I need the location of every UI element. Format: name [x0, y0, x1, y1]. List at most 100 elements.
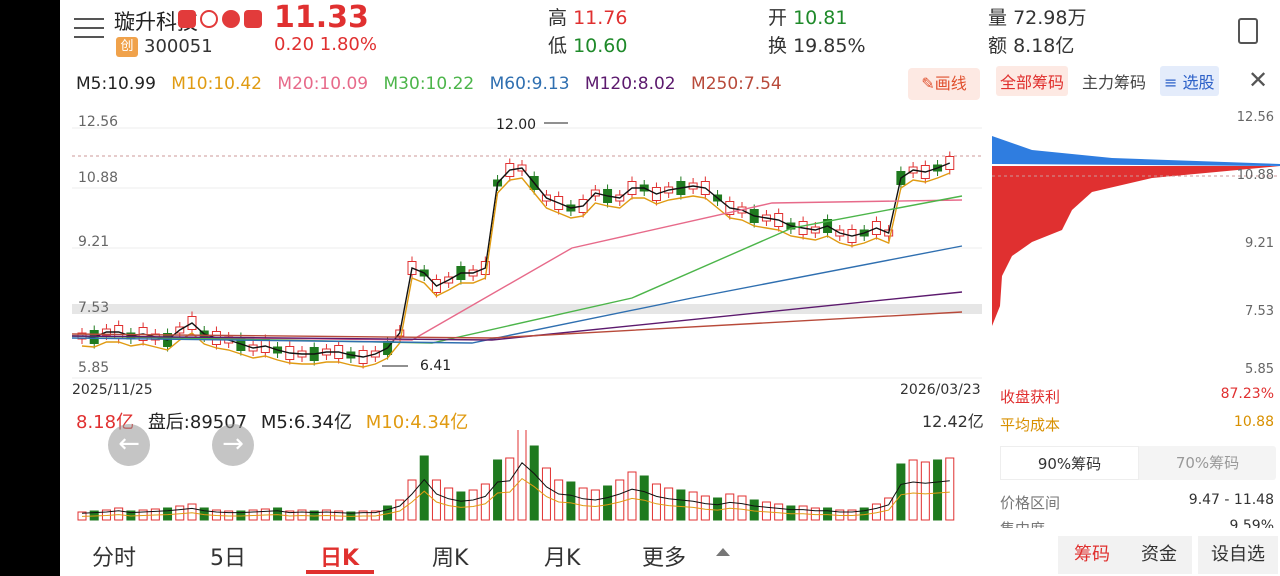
seg-90-button[interactable]: 90%筹码 [1000, 446, 1139, 480]
volume-bar [505, 457, 515, 521]
ma20-label: M20:10.09 [277, 74, 369, 94]
volume-bar [627, 471, 637, 521]
volume-bar [578, 487, 588, 521]
watchlist-button[interactable]: 设自选 [1198, 536, 1278, 574]
volume-bar [114, 507, 124, 521]
volume-bar [676, 489, 686, 521]
volume-bar [493, 459, 503, 521]
tab-intraday[interactable]: 分时 [92, 546, 137, 571]
draw-line-button[interactable]: ✎画线 [908, 68, 980, 100]
highlight-band [72, 304, 982, 314]
vol-m5: M5:6.34亿 [260, 412, 352, 433]
ma10-label: M10:10.42 [171, 74, 262, 94]
next-arrow-icon[interactable]: → [212, 424, 254, 466]
concentration-stat: 集中度9.59% [1000, 518, 1274, 528]
close-icon[interactable]: ✕ [1248, 66, 1269, 94]
square-icon [244, 10, 262, 28]
chip-loss-area [992, 166, 1280, 326]
ma30-line [72, 195, 963, 344]
tab-daily-k[interactable]: 日K [320, 546, 360, 571]
active-tab-indicator [306, 570, 374, 574]
volume-bar [908, 459, 918, 521]
ma5-label: M5:10.99 [76, 74, 156, 94]
low-quote: 低 10.60 [548, 35, 628, 57]
end-date: 2026/03/23 [900, 382, 981, 398]
candlestick-chart[interactable] [72, 108, 982, 384]
funds-button[interactable]: 资金 [1126, 536, 1192, 574]
ma5-line [81, 162, 951, 358]
price-change: 0.20 1.80% [274, 34, 377, 55]
menu-icon[interactable] [74, 18, 104, 40]
tab-more[interactable]: 更多 [642, 546, 687, 571]
ma30-label: M30:10.22 [383, 74, 475, 94]
tab-weekly-k[interactable]: 周K [432, 546, 469, 571]
tab-pick-stock[interactable]: ≡ 选股 [1160, 66, 1219, 96]
open-quote: 开 10.81 [768, 7, 848, 29]
volume-bar [945, 457, 955, 521]
y-tick: 9.21 [78, 234, 110, 250]
y-tick: 10.88 [78, 170, 119, 186]
chip-y-tick: 10.88 [1236, 168, 1274, 183]
price-range-stat: 价格区间 9.47 - 11.48 [1000, 492, 1274, 512]
volume-bar [920, 461, 930, 521]
vol-ma10-line [81, 477, 950, 517]
prev-arrow-icon[interactable]: ← [108, 424, 150, 466]
chip-profit-area [992, 136, 1280, 166]
volume-bar [566, 481, 576, 521]
amount-quote: 额 8.18亿 [988, 35, 1075, 57]
y-tick: 7.53 [78, 300, 110, 316]
volume-bar [590, 489, 600, 521]
volume-bar [798, 505, 808, 521]
y-tick: 5.85 [78, 360, 110, 376]
mascot-icon [200, 10, 218, 28]
volume-bar [431, 479, 441, 521]
volume-bar [664, 487, 674, 521]
chip-y-tick: 9.21 [1245, 236, 1274, 251]
chip-y-tick: 5.85 [1245, 362, 1274, 377]
tab-main-chips[interactable]: 主力筹码 [1082, 73, 1147, 92]
volume-bar [774, 503, 784, 521]
ma-legend: M5:10.99 M10:10.42 M20:10.09 M30:10.22 M… [76, 74, 792, 94]
tag-icon [178, 10, 196, 28]
ma60-label: M60:9.13 [489, 74, 570, 94]
chip-distribution-chart [992, 136, 1280, 326]
caret-up-icon[interactable] [716, 548, 730, 556]
volume-bar [615, 479, 625, 521]
stock-badges [178, 10, 262, 28]
volume-bar [407, 479, 417, 521]
volume-bar [737, 495, 747, 521]
stock-code: 300051 [144, 36, 213, 57]
volume-bar [651, 483, 661, 521]
tab-monthly-k[interactable]: 月K [544, 546, 581, 571]
turnover-quote: 换 19.85% [768, 35, 866, 57]
ma120-label: M120:8.02 [584, 74, 676, 94]
volume-bar [187, 503, 197, 521]
volume-bar [896, 463, 906, 521]
board-tag: 创 [116, 37, 138, 57]
stock-app: 璇升科技 11.33 创 300051 0.20 1.80% 高 11.76 低… [60, 0, 1280, 576]
seg-70-button[interactable]: 70%筹码 [1175, 454, 1240, 472]
chips-button[interactable]: 筹码 [1058, 536, 1126, 574]
volume-bar [529, 445, 539, 521]
volume-bar [554, 479, 564, 521]
volume-chart[interactable] [72, 430, 982, 522]
high-annotation: 12.00 [496, 117, 537, 133]
tab-all-chips[interactable]: 全部筹码 [996, 66, 1069, 96]
ma60-line [72, 245, 963, 344]
ma250-line [72, 311, 963, 339]
volume-bar [480, 483, 490, 521]
volume-bar [444, 487, 454, 521]
volume-bar [749, 499, 759, 521]
vol-m10: M10:4.34亿 [365, 412, 469, 433]
profit-stat: 收盘获利 87.23% [1000, 386, 1274, 406]
avg-cost-stat: 平均成本 10.88 [1000, 414, 1274, 434]
chip-y-tick: 7.53 [1245, 304, 1274, 319]
ma250-label: M250:7.54 [691, 74, 782, 94]
volume-bar [273, 507, 283, 521]
phone-icon[interactable] [1238, 18, 1258, 44]
tab-5day[interactable]: 5日 [210, 546, 246, 571]
volume-bar [456, 491, 466, 521]
volume-bar [468, 489, 478, 521]
volume-quote: 量 72.98万 [988, 7, 1087, 29]
volume-bar [933, 459, 943, 521]
